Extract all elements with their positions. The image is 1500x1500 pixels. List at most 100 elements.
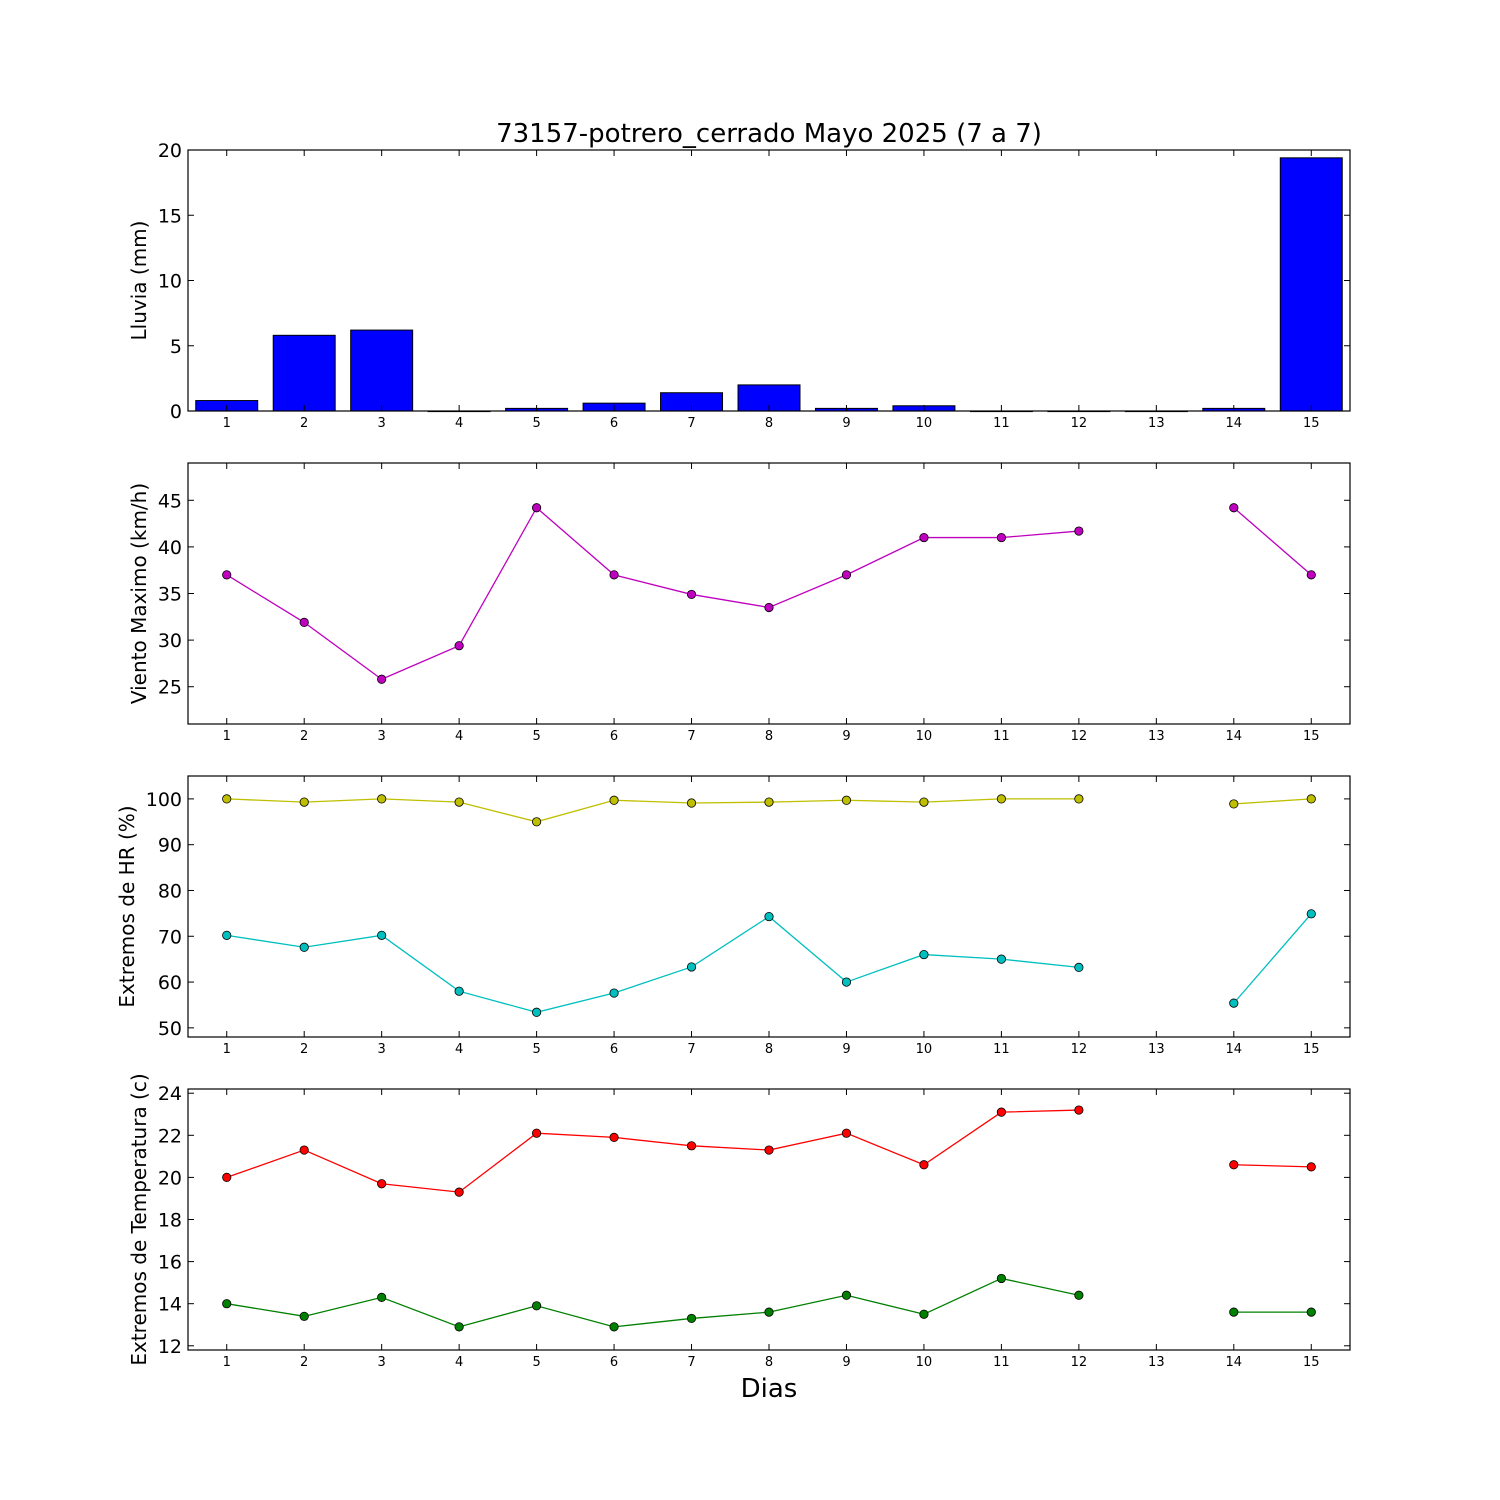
x-tick-label: 9 xyxy=(842,1355,850,1370)
x-tick-label: 4 xyxy=(455,1042,463,1057)
data-point xyxy=(222,1172,232,1183)
data-point xyxy=(764,797,774,807)
x-tick-label: 3 xyxy=(378,729,386,744)
data-point xyxy=(454,797,464,807)
x-tick-label: 9 xyxy=(842,729,850,744)
x-tick-label: 15 xyxy=(1303,416,1320,431)
y-tick-label: 35 xyxy=(158,584,182,606)
data-point xyxy=(377,1179,387,1189)
data-point xyxy=(1229,1160,1239,1170)
x-tick-label: 9 xyxy=(842,416,850,431)
x-tick-label: 13 xyxy=(1148,729,1165,744)
data-point xyxy=(1074,1290,1084,1300)
x-tick-label: 10 xyxy=(916,1355,933,1370)
x-tick-label: 7 xyxy=(687,1042,695,1057)
x-tick-label: 10 xyxy=(916,1042,933,1057)
y-tick-label: 18 xyxy=(158,1210,182,1232)
data-point xyxy=(377,794,387,804)
x-tick-label: 14 xyxy=(1226,1355,1243,1370)
data-point xyxy=(531,1007,542,1017)
data-point xyxy=(841,1290,852,1300)
data-point xyxy=(919,1160,929,1170)
x-tick-label: 4 xyxy=(455,416,463,431)
y-tick-label: 5 xyxy=(170,336,182,358)
data-point xyxy=(764,1145,774,1155)
x-tick-label: 10 xyxy=(916,416,933,431)
bar xyxy=(272,334,336,412)
data-point xyxy=(764,911,774,922)
data-point xyxy=(1074,962,1084,973)
series-line xyxy=(226,1277,1080,1328)
data-point xyxy=(841,570,852,580)
x-tick-label: 8 xyxy=(765,1042,773,1057)
data-point xyxy=(1306,570,1316,580)
data-point xyxy=(299,1311,309,1321)
series-line xyxy=(1233,913,1312,1004)
data-point xyxy=(222,794,232,804)
x-tick-label: 15 xyxy=(1303,1042,1320,1057)
x-tick-label: 13 xyxy=(1148,1355,1165,1370)
data-point xyxy=(996,794,1007,804)
data-point xyxy=(841,1128,852,1138)
data-point xyxy=(531,1128,542,1138)
x-tick-label: 2 xyxy=(300,729,308,744)
bar xyxy=(350,329,414,412)
x-tick-label: 5 xyxy=(532,729,540,744)
x-tick-label: 15 xyxy=(1303,729,1320,744)
y-tick-label: 12 xyxy=(158,1336,182,1358)
x-tick-label: 9 xyxy=(842,1042,850,1057)
y-tick-label: 0 xyxy=(170,401,182,423)
data-point xyxy=(686,962,697,972)
data-point xyxy=(1074,526,1084,536)
y-axis-label: Lluvia (mm) xyxy=(127,221,151,341)
data-point xyxy=(222,1299,232,1309)
x-tick-label: 1 xyxy=(223,729,231,744)
data-point xyxy=(919,532,929,543)
y-tick-label: 100 xyxy=(146,789,182,811)
data-point xyxy=(609,1322,619,1332)
bar xyxy=(1279,157,1343,412)
data-point xyxy=(377,1292,387,1302)
data-point xyxy=(764,602,774,613)
figure-title: 73157-potrero_cerrado Mayo 2025 (7 a 7) xyxy=(496,119,1042,149)
x-tick-label: 4 xyxy=(455,729,463,744)
data-point xyxy=(919,949,929,960)
series-line xyxy=(1233,507,1312,576)
data-point xyxy=(609,1132,619,1143)
data-point xyxy=(841,977,852,987)
data-point xyxy=(1229,1307,1239,1317)
data-point xyxy=(222,570,232,580)
y-tick-label: 30 xyxy=(158,630,182,652)
data-point xyxy=(686,798,697,808)
chart-panel-4: 1 2 3 4 5 6 7 8 9 10 11 12 13 14 1512141618202224Extre… xyxy=(127,1073,1351,1370)
y-axis-label: Viento Maximo (km/h) xyxy=(127,483,151,704)
y-tick-label: 40 xyxy=(158,537,182,559)
data-point xyxy=(1306,794,1316,804)
data-point xyxy=(531,817,542,827)
x-tick-label: 5 xyxy=(532,1042,540,1057)
x-tick-label: 1 xyxy=(223,1042,231,1057)
x-tick-label: 6 xyxy=(610,416,618,431)
data-point xyxy=(1229,503,1239,513)
x-tick-label: 3 xyxy=(378,1042,386,1057)
data-point xyxy=(609,570,619,580)
y-tick-label: 24 xyxy=(158,1083,182,1105)
y-tick-label: 25 xyxy=(158,677,182,699)
x-tick-label: 2 xyxy=(300,1042,308,1057)
data-point xyxy=(609,795,619,805)
data-point xyxy=(996,954,1007,964)
y-tick-label: 90 xyxy=(158,835,182,857)
series-line xyxy=(226,915,1079,1013)
x-tick-label: 3 xyxy=(378,416,386,431)
data-point xyxy=(919,1309,929,1319)
data-point xyxy=(299,617,309,627)
series-line xyxy=(1233,798,1312,805)
data-point xyxy=(609,988,619,998)
x-tick-label: 1 xyxy=(223,416,231,431)
x-tick-label: 11 xyxy=(993,729,1010,744)
x-tick-label: 2 xyxy=(300,416,308,431)
x-tick-label: 12 xyxy=(1071,1355,1088,1370)
series-line xyxy=(226,506,1079,681)
